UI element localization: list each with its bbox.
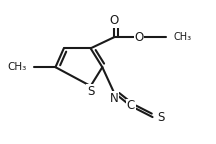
Text: C: C xyxy=(127,100,135,112)
Text: O: O xyxy=(110,14,119,27)
Text: S: S xyxy=(157,111,165,124)
Text: CH₃: CH₃ xyxy=(8,62,27,72)
Text: CH₃: CH₃ xyxy=(173,32,192,42)
Text: O: O xyxy=(135,31,144,44)
Text: S: S xyxy=(87,85,94,98)
Text: N: N xyxy=(110,92,118,105)
